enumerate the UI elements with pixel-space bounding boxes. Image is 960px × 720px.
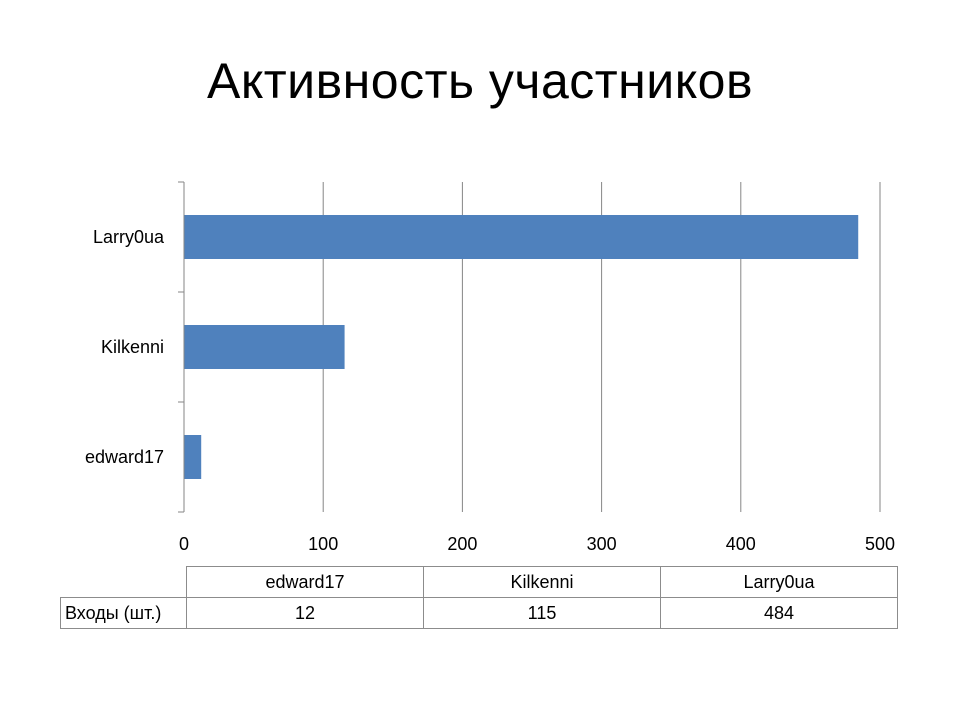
bar bbox=[184, 325, 345, 369]
x-tick-label: 100 bbox=[308, 534, 338, 554]
x-tick-label: 400 bbox=[726, 534, 756, 554]
table-cell: 12 bbox=[186, 597, 424, 629]
table-corner-cell bbox=[60, 566, 187, 598]
category-label: Kilkenni bbox=[101, 337, 164, 357]
table-row-label: Входы (шт.) bbox=[60, 597, 187, 629]
bar-chart: 0 100 200 300 400 500 edward17 Kilkenni Larry0ua bbox=[85, 181, 895, 554]
table-header-cell: Larry0ua bbox=[660, 566, 898, 598]
category-label: edward17 bbox=[85, 447, 164, 467]
table-cell: 484 bbox=[660, 597, 898, 629]
x-tick-label: 500 bbox=[865, 534, 895, 554]
bars bbox=[184, 215, 859, 479]
x-tick-label: 200 bbox=[447, 534, 477, 554]
table-header-row: edward17 Kilkenni Larry0ua bbox=[60, 566, 898, 598]
data-table: edward17 Kilkenni Larry0ua Входы (шт.) 1… bbox=[60, 566, 898, 629]
bar bbox=[184, 435, 202, 479]
category-label: Larry0ua bbox=[93, 227, 165, 247]
labels: 0 100 200 300 400 500 edward17 Kilkenni Larry0ua bbox=[85, 227, 895, 554]
axes bbox=[178, 181, 185, 513]
chart-title: Активность участников bbox=[206, 53, 754, 109]
table-header-cell: Kilkenni bbox=[423, 566, 661, 598]
bar bbox=[184, 215, 859, 259]
x-tick-label: 300 bbox=[587, 534, 617, 554]
x-tick-label: 0 bbox=[179, 534, 189, 554]
table-cell: 115 bbox=[423, 597, 661, 629]
table-row: Входы (шт.) 12 115 484 bbox=[60, 597, 898, 629]
table-header-cell: edward17 bbox=[186, 566, 424, 598]
